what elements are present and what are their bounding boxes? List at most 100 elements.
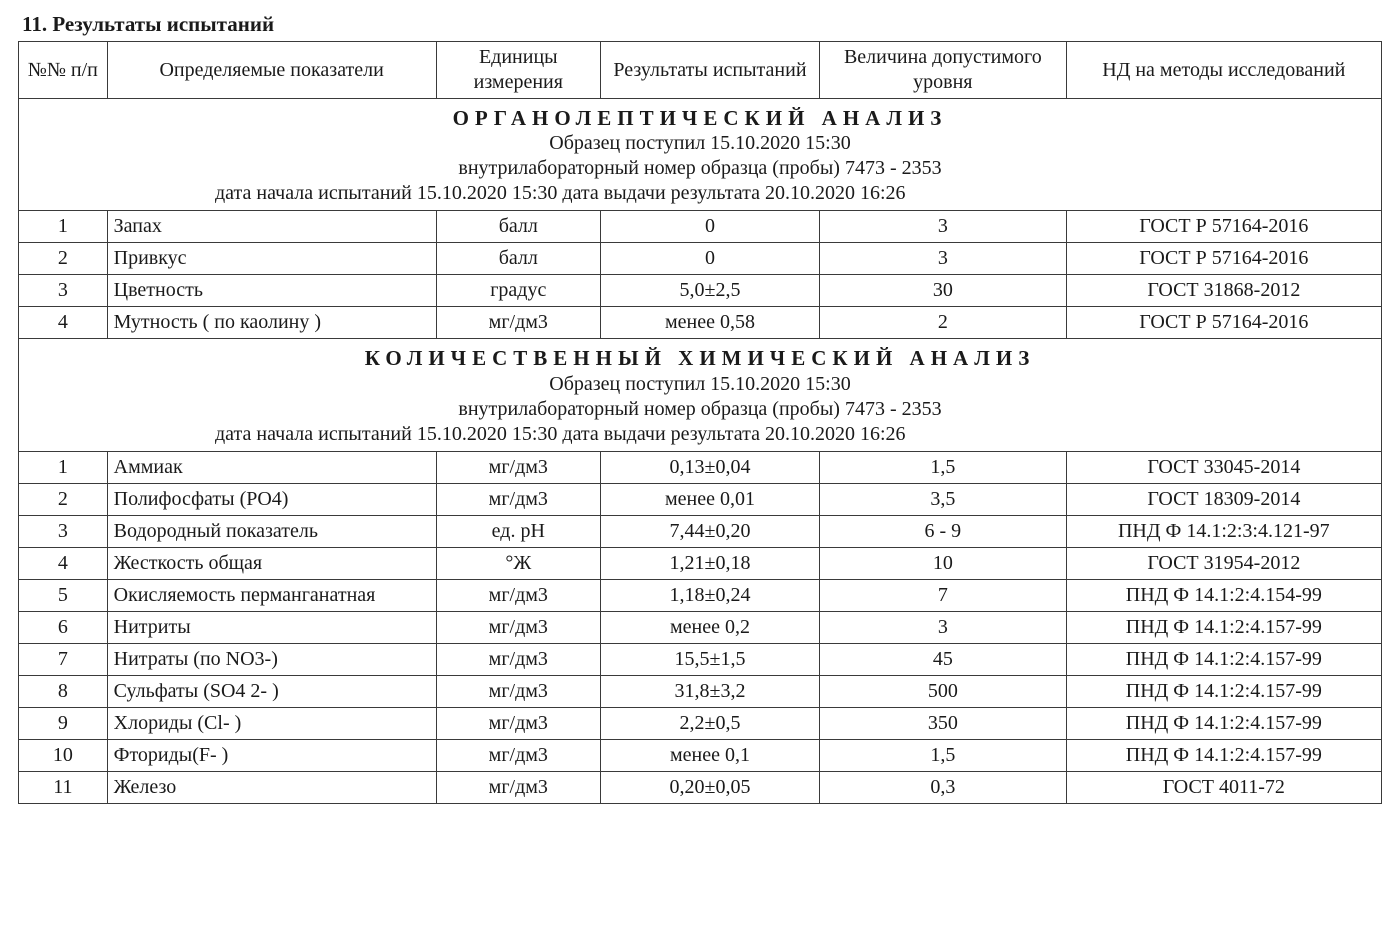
row-number: 2 <box>19 483 108 515</box>
result-value: 1,21±0,18 <box>600 547 819 579</box>
result-value: 2,2±0,5 <box>600 707 819 739</box>
unit: мг/дм3 <box>436 483 600 515</box>
section-chemical-dates: дата начала испытаний 15.10.2020 15:30 д… <box>25 422 1375 447</box>
method-standard: ПНД Ф 14.1:2:3:4.121-97 <box>1066 515 1381 547</box>
unit: мг/дм3 <box>436 579 600 611</box>
limit-value: 350 <box>820 707 1067 739</box>
method-standard: ГОСТ 4011-72 <box>1066 771 1381 803</box>
section-organoleptic-title: ОРГАНОЛЕПТИЧЕСКИЙ АНАЛИЗ <box>25 105 1375 131</box>
header-num: №№ п/п <box>19 42 108 99</box>
header-param: Определяемые показатели <box>107 42 436 99</box>
unit: мг/дм3 <box>436 739 600 771</box>
row-number: 3 <box>19 275 108 307</box>
row-number: 1 <box>19 451 108 483</box>
result-value: 1,18±0,24 <box>600 579 819 611</box>
header-unit: Единицы измерения <box>436 42 600 99</box>
table-body: ОРГАНОЛЕПТИЧЕСКИЙ АНАЛИЗОбразец поступил… <box>19 99 1382 804</box>
result-value: менее 0,1 <box>600 739 819 771</box>
method-standard: ПНД Ф 14.1:2:4.154-99 <box>1066 579 1381 611</box>
method-standard: ГОСТ 33045-2014 <box>1066 451 1381 483</box>
section-chemical-cell: КОЛИЧЕСТВЕННЫЙ ХИМИЧЕСКИЙ АНАЛИЗОбразец … <box>19 339 1382 451</box>
parameter-name: Водородный показатель <box>107 515 436 547</box>
result-value: менее 0,58 <box>600 307 819 339</box>
table-row: 5Окисляемость перманганатнаямг/дм31,18±0… <box>19 579 1382 611</box>
row-number: 5 <box>19 579 108 611</box>
limit-value: 45 <box>820 643 1067 675</box>
parameter-name: Железо <box>107 771 436 803</box>
parameter-name: Фториды(F- ) <box>107 739 436 771</box>
unit: ед. pH <box>436 515 600 547</box>
method-standard: ПНД Ф 14.1:2:4.157-99 <box>1066 707 1381 739</box>
method-standard: ПНД Ф 14.1:2:4.157-99 <box>1066 739 1381 771</box>
limit-value: 3 <box>820 211 1067 243</box>
method-standard: ГОСТ 18309-2014 <box>1066 483 1381 515</box>
result-value: 0,13±0,04 <box>600 451 819 483</box>
limit-value: 3 <box>820 243 1067 275</box>
parameter-name: Жесткость общая <box>107 547 436 579</box>
method-standard: ГОСТ 31868-2012 <box>1066 275 1381 307</box>
header-limit: Величина допустимого уровня <box>820 42 1067 99</box>
limit-value: 2 <box>820 307 1067 339</box>
results-table: №№ п/п Определяемые показатели Единицы и… <box>18 41 1382 804</box>
section-chemical: КОЛИЧЕСТВЕННЫЙ ХИМИЧЕСКИЙ АНАЛИЗОбразец … <box>19 339 1382 451</box>
method-standard: ПНД Ф 14.1:2:4.157-99 <box>1066 643 1381 675</box>
table-row: 1Запахбалл03ГОСТ Р 57164-2016 <box>19 211 1382 243</box>
section-organoleptic-sample-received: Образец поступил 15.10.2020 15:30 <box>25 131 1375 156</box>
row-number: 11 <box>19 771 108 803</box>
result-value: менее 0,01 <box>600 483 819 515</box>
row-number: 2 <box>19 243 108 275</box>
limit-value: 1,5 <box>820 451 1067 483</box>
unit: мг/дм3 <box>436 771 600 803</box>
method-standard: ГОСТ Р 57164-2016 <box>1066 211 1381 243</box>
limit-value: 500 <box>820 675 1067 707</box>
header-result: Результаты испытаний <box>600 42 819 99</box>
limit-value: 6 - 9 <box>820 515 1067 547</box>
table-row: 11Железомг/дм30,20±0,050,3ГОСТ 4011-72 <box>19 771 1382 803</box>
section-chemical-title: КОЛИЧЕСТВЕННЫЙ ХИМИЧЕСКИЙ АНАЛИЗ <box>25 345 1375 371</box>
limit-value: 30 <box>820 275 1067 307</box>
result-value: 0,20±0,05 <box>600 771 819 803</box>
table-row: 9Хлориды (Cl- )мг/дм32,2±0,5350ПНД Ф 14.… <box>19 707 1382 739</box>
section-chemical-sample-received: Образец поступил 15.10.2020 15:30 <box>25 372 1375 397</box>
table-row: 4Жесткость общая°Ж1,21±0,1810ГОСТ 31954-… <box>19 547 1382 579</box>
row-number: 1 <box>19 211 108 243</box>
method-standard: ПНД Ф 14.1:2:4.157-99 <box>1066 675 1381 707</box>
section-organoleptic-dates: дата начала испытаний 15.10.2020 15:30 д… <box>25 181 1375 206</box>
row-number: 4 <box>19 307 108 339</box>
parameter-name: Мутность ( по каолину ) <box>107 307 436 339</box>
table-row: 6Нитритымг/дм3менее 0,23ПНД Ф 14.1:2:4.1… <box>19 611 1382 643</box>
parameter-name: Хлориды (Cl- ) <box>107 707 436 739</box>
unit: градус <box>436 275 600 307</box>
unit: балл <box>436 243 600 275</box>
unit: мг/дм3 <box>436 307 600 339</box>
method-standard: ГОСТ Р 57164-2016 <box>1066 307 1381 339</box>
limit-value: 7 <box>820 579 1067 611</box>
table-row: 4Мутность ( по каолину )мг/дм3менее 0,58… <box>19 307 1382 339</box>
row-number: 4 <box>19 547 108 579</box>
parameter-name: Цветность <box>107 275 436 307</box>
limit-value: 3 <box>820 611 1067 643</box>
result-value: менее 0,2 <box>600 611 819 643</box>
table-row: 1Аммиакмг/дм30,13±0,041,5ГОСТ 33045-2014 <box>19 451 1382 483</box>
row-number: 10 <box>19 739 108 771</box>
unit: мг/дм3 <box>436 451 600 483</box>
parameter-name: Аммиак <box>107 451 436 483</box>
document-section-title: 11. Результаты испытаний <box>22 12 1382 37</box>
row-number: 8 <box>19 675 108 707</box>
section-organoleptic: ОРГАНОЛЕПТИЧЕСКИЙ АНАЛИЗОбразец поступил… <box>19 99 1382 211</box>
method-standard: ПНД Ф 14.1:2:4.157-99 <box>1066 611 1381 643</box>
parameter-name: Окисляемость перманганатная <box>107 579 436 611</box>
row-number: 7 <box>19 643 108 675</box>
row-number: 3 <box>19 515 108 547</box>
table-header-row: №№ п/п Определяемые показатели Единицы и… <box>19 42 1382 99</box>
unit: балл <box>436 211 600 243</box>
unit: мг/дм3 <box>436 707 600 739</box>
table-row: 7Нитраты (по NO3-)мг/дм315,5±1,545ПНД Ф … <box>19 643 1382 675</box>
result-value: 0 <box>600 211 819 243</box>
table-row: 8Сульфаты (SO4 2- )мг/дм331,8±3,2500ПНД … <box>19 675 1382 707</box>
parameter-name: Нитриты <box>107 611 436 643</box>
table-row: 2Полифосфаты (PO4)мг/дм3менее 0,013,5ГОС… <box>19 483 1382 515</box>
parameter-name: Запах <box>107 211 436 243</box>
unit: мг/дм3 <box>436 643 600 675</box>
result-value: 15,5±1,5 <box>600 643 819 675</box>
